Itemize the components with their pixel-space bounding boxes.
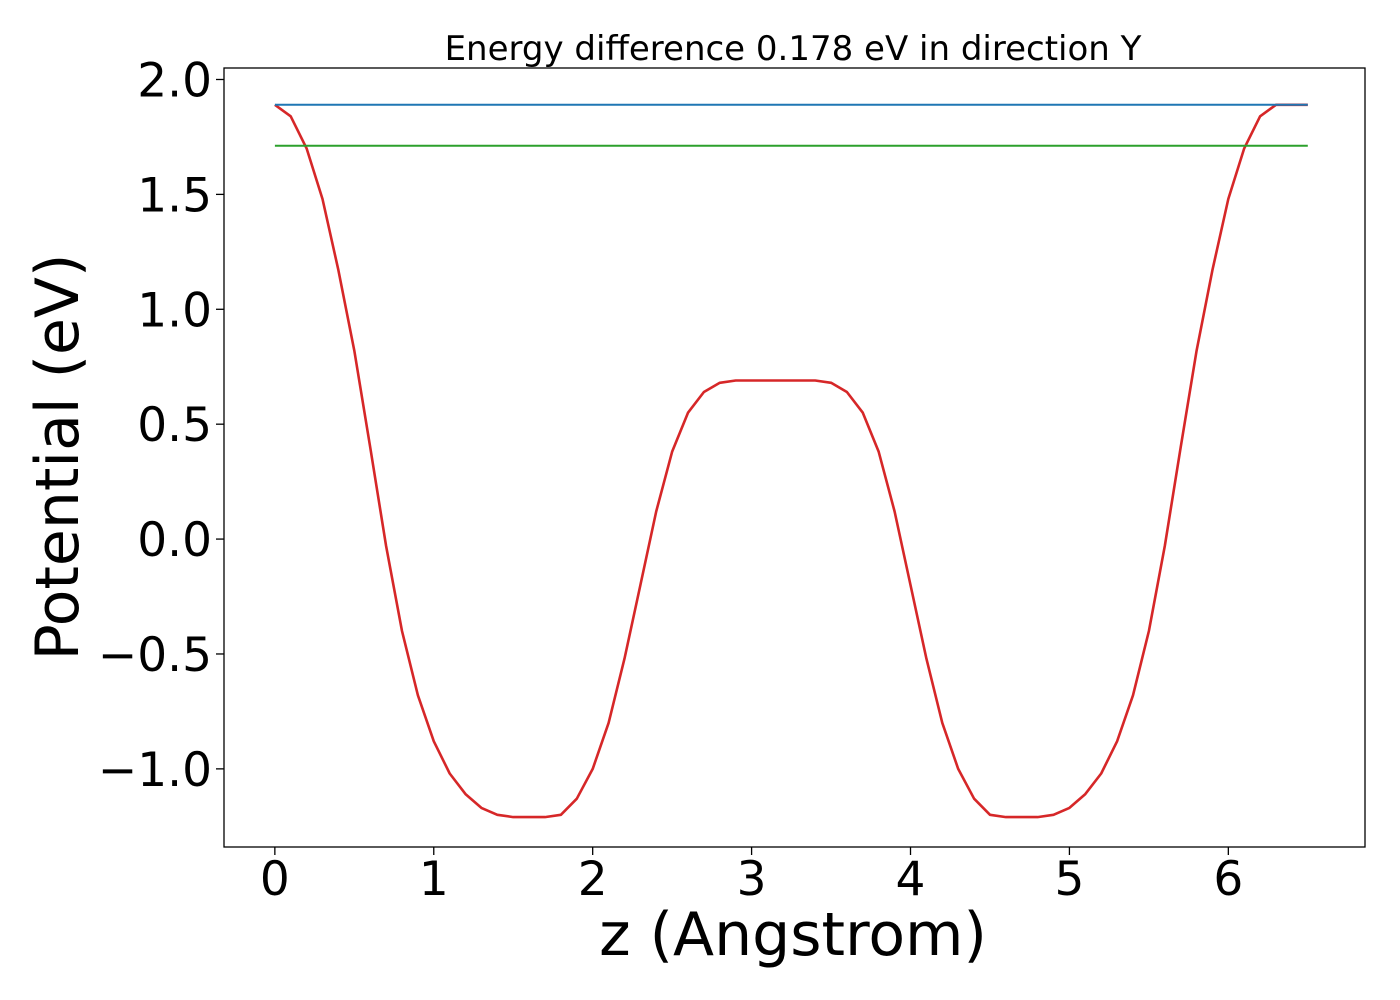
y-tick-label: 0.5 — [137, 398, 212, 453]
y-tick-label: 1.5 — [137, 168, 212, 223]
y-tick-label: 0.0 — [137, 513, 212, 568]
series-line-0 — [274, 103, 1308, 819]
x-axis-label: z (Angstrom) — [599, 900, 987, 970]
y-tick-label: 1.0 — [137, 283, 212, 338]
y-axis-label: Potential (eV) — [23, 254, 93, 661]
x-tick-label: 5 — [1054, 852, 1084, 907]
y-tick-label: 2.0 — [137, 53, 212, 108]
x-tick-label: 1 — [419, 852, 449, 907]
x-axis: 0 1 2 3 4 5 6 — [260, 847, 1243, 907]
chart-title: Energy difference 0.178 eV in direction … — [445, 29, 1142, 69]
y-tick-label: −0.5 — [98, 628, 212, 683]
plot-frame — [223, 67, 1366, 848]
x-tick-label: 3 — [737, 852, 767, 907]
x-tick-label: 0 — [260, 852, 290, 907]
x-tick-label: 2 — [578, 852, 608, 907]
y-tick-label: −1.0 — [98, 743, 212, 798]
x-tick-label: 4 — [896, 852, 926, 907]
x-tick-label: 6 — [1213, 852, 1243, 907]
series-layer — [274, 103, 1308, 819]
y-axis: −1.0 −0.5 0.0 0.5 1.0 1.5 2.0 — [98, 53, 224, 798]
